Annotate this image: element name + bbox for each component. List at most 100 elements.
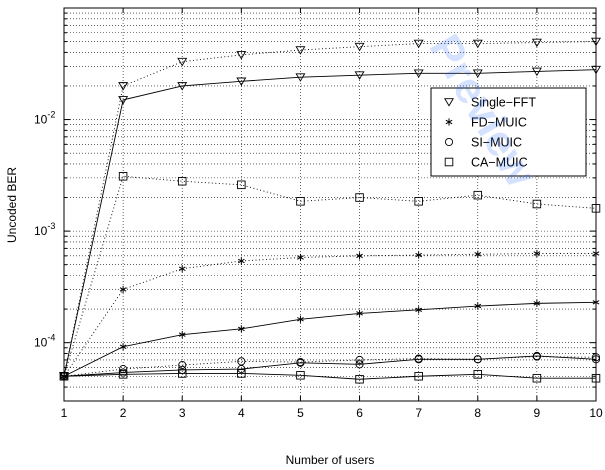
square-marker xyxy=(414,372,423,381)
asterisk-marker xyxy=(119,285,127,294)
x-tick-label: 2 xyxy=(120,406,127,420)
asterisk-stroke xyxy=(533,301,541,306)
asterisk-marker xyxy=(297,315,304,323)
asterisk-marker xyxy=(533,299,541,307)
triangle-marker xyxy=(531,38,542,48)
asterisk-marker xyxy=(178,265,186,273)
square-marker xyxy=(532,373,542,383)
triangle-marker xyxy=(472,69,483,78)
asterisk-marker xyxy=(237,257,245,265)
y-axis-title: Uncoded BER xyxy=(5,167,19,243)
asterisk-marker xyxy=(178,331,186,339)
triangle-marker xyxy=(354,71,365,80)
square-marker xyxy=(473,370,483,379)
square-marker xyxy=(473,190,483,200)
asterisk-marker xyxy=(415,306,423,314)
asterisk-marker xyxy=(297,253,304,262)
asterisk-stroke xyxy=(178,332,186,337)
asterisk-marker xyxy=(474,302,482,310)
axis-labels: 1 2 3 4 5 6 7 8 9 10 10-4 10-3 10-2 xyxy=(34,110,603,420)
asterisk-marker xyxy=(237,325,245,333)
x-tick-label: 6 xyxy=(356,406,363,420)
asterisk-stroke xyxy=(415,252,423,258)
plot-area-frame xyxy=(63,7,597,402)
legend-box xyxy=(430,87,587,177)
asterisk-stroke xyxy=(297,317,304,322)
series-line-dotted xyxy=(63,41,597,377)
square-marker xyxy=(355,193,364,202)
triangle-marker xyxy=(354,42,365,52)
triangle-marker xyxy=(295,46,306,55)
square-marker xyxy=(237,180,246,190)
triangle-marker xyxy=(472,39,483,49)
asterisk-marker xyxy=(474,250,482,258)
asterisk-marker xyxy=(356,309,363,317)
square-marker xyxy=(177,176,187,186)
circle-marker xyxy=(473,355,482,364)
circle-marker xyxy=(532,351,541,361)
x-tick-label: 7 xyxy=(415,406,422,420)
asterisk-stroke xyxy=(119,344,127,349)
series-line-solid xyxy=(63,301,597,377)
asterisk-stroke xyxy=(474,252,482,257)
square-marker xyxy=(237,369,246,378)
asterisk-stroke xyxy=(297,255,304,260)
asterisk-stroke xyxy=(415,307,423,313)
series-line-dotted xyxy=(63,356,597,377)
triangle-marker xyxy=(118,82,129,91)
circle-marker xyxy=(119,365,128,374)
circle-marker xyxy=(355,360,364,369)
legend: Single−FFT FD−MUIC SI−MUIC CA−MUIC xyxy=(430,87,587,177)
square-marker xyxy=(118,172,128,181)
data-series xyxy=(59,37,601,384)
x-tick-label: 1 xyxy=(61,406,68,420)
triangle-marker xyxy=(444,98,454,107)
legend-entry-label: FD−MUIC xyxy=(471,116,527,130)
axis-ticks xyxy=(63,8,597,401)
asterisk-stroke xyxy=(178,266,186,271)
asterisk-stroke xyxy=(474,303,482,309)
series-line-solid xyxy=(63,69,597,377)
triangle-marker xyxy=(177,57,188,67)
asterisk-stroke xyxy=(119,287,127,292)
circle-marker xyxy=(237,365,246,374)
triangle-marker xyxy=(236,51,247,60)
asterisk-marker xyxy=(445,118,453,126)
y-tick-label: 10-3 xyxy=(34,221,55,238)
square-marker xyxy=(532,199,542,209)
square-marker xyxy=(118,370,128,379)
asterisk-marker xyxy=(415,251,423,259)
x-tick-label: 3 xyxy=(179,406,186,420)
square-marker xyxy=(296,371,305,380)
triangle-marker xyxy=(236,77,247,87)
triangle-marker xyxy=(118,96,129,105)
triangle-marker xyxy=(413,39,424,49)
asterisk-stroke xyxy=(356,311,363,316)
series-line-dotted xyxy=(63,175,597,377)
x-tick-label: 5 xyxy=(297,406,304,420)
x-tick-label: 4 xyxy=(238,406,245,420)
y-tick-label: 10-4 xyxy=(34,333,55,350)
circle-marker xyxy=(414,355,423,364)
asterisk-marker xyxy=(119,343,127,351)
x-tick-label: 8 xyxy=(474,406,481,420)
x-tick-label: 9 xyxy=(534,406,541,420)
triangle-marker xyxy=(531,67,542,77)
square-marker xyxy=(444,157,454,167)
circle-marker xyxy=(237,357,246,366)
asterisk-stroke xyxy=(237,326,245,332)
square-marker xyxy=(414,197,423,206)
y-tick-label: 10-2 xyxy=(34,110,55,127)
legend-entry-label: SI−MUIC xyxy=(471,136,522,150)
circle-marker xyxy=(178,361,187,370)
triangle-marker xyxy=(177,82,188,91)
asterisk-marker xyxy=(356,252,363,260)
circle-marker xyxy=(296,358,305,367)
circle-marker xyxy=(355,355,364,364)
triangle-marker xyxy=(413,69,424,78)
square-marker xyxy=(296,197,305,206)
series-line-solid xyxy=(63,355,597,377)
square-marker xyxy=(177,369,187,378)
